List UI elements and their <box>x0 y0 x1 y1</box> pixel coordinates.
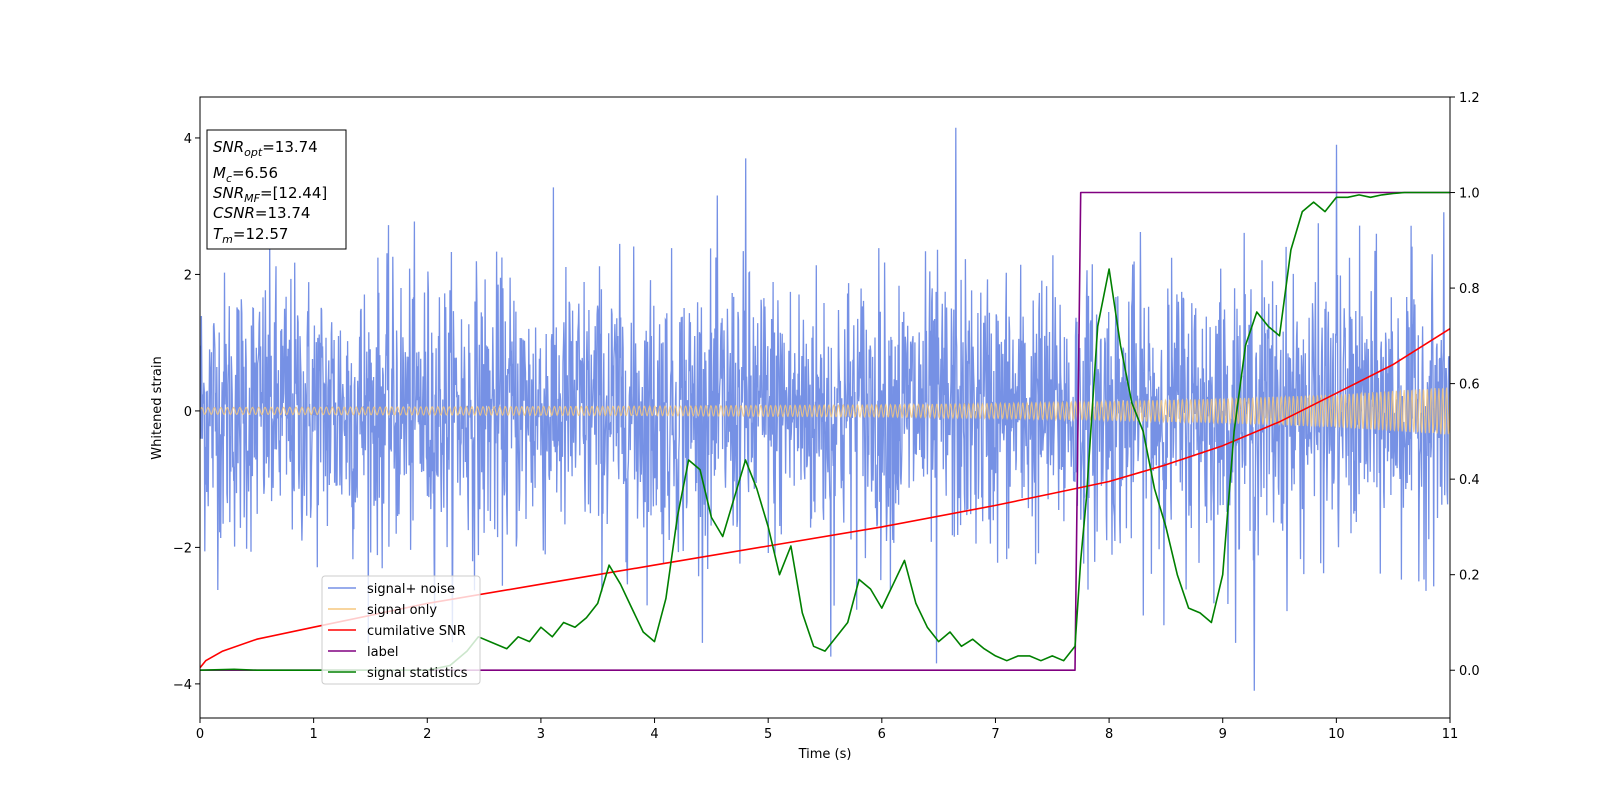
legend-label-cumulative-snr: cumilative SNR <box>367 624 466 639</box>
y-tick-label: −4 <box>173 678 192 693</box>
info-box: SNRopt=13.74 Mc=6.56 SNRMF=[12.44] CSNR=… <box>206 129 347 250</box>
x-tick-label: 1 <box>309 727 317 742</box>
x-tick-label: 8 <box>1105 727 1113 742</box>
legend-label-label: label <box>367 645 398 660</box>
x-tick-label: 0 <box>196 727 204 742</box>
series-signal-only <box>200 387 1450 435</box>
plot-frame <box>199 96 1451 719</box>
y2-tick-label: 1.2 <box>1459 91 1480 106</box>
x-tick-label: 6 <box>878 727 886 742</box>
y-tick-label: −2 <box>173 541 192 556</box>
info-mc: Mc=6.56 <box>213 164 278 185</box>
series-label <box>200 191 1450 671</box>
legend-label-signal-noise: signal+ noise <box>367 582 455 597</box>
x-tick-label: 4 <box>650 727 658 742</box>
y2-tick-label: 1.0 <box>1459 187 1480 202</box>
x-axis-label: Time (s) <box>798 747 852 762</box>
x-tick-label: 7 <box>991 727 999 742</box>
x-tick-label: 3 <box>537 727 545 742</box>
y-tick-label: 4 <box>184 132 192 147</box>
x-tick-label: 9 <box>1219 727 1227 742</box>
series-cumulative-snr <box>200 328 1450 669</box>
y2-tick-label: 0.8 <box>1459 282 1480 297</box>
x-tick-label: 11 <box>1442 727 1459 742</box>
series-signal-noise <box>200 127 1450 691</box>
x-tick-label: 5 <box>764 727 772 742</box>
info-tm: Tm=12.57 <box>213 225 288 246</box>
legend-label-signal-only: signal only <box>367 603 437 618</box>
info-box-frame <box>206 129 347 250</box>
plot-area <box>200 127 1450 691</box>
legend: signal+ noise signal only cumilative SNR… <box>321 575 481 685</box>
series-signal-statistics <box>200 191 1450 671</box>
y-tick-label: 2 <box>184 268 192 283</box>
y2-tick-label: 0.4 <box>1459 473 1480 488</box>
axes: 0 1 2 3 4 5 6 7 8 9 10 11 −4 −2 0 2 4 0.0 0.2 0.4 0.6 0.8 1.0 1… <box>173 91 1480 742</box>
info-snr-mf: SNRMF=[12.44] <box>213 184 327 205</box>
info-snr-opt: SNRopt=13.74 <box>213 138 318 159</box>
x-tick-label: 10 <box>1328 727 1345 742</box>
y-axis-label: Whitened strain <box>150 356 165 459</box>
x-tick-label: 2 <box>423 727 431 742</box>
info-csnr: CSNR=13.74 <box>213 204 310 222</box>
y-tick-label: 0 <box>184 405 192 420</box>
legend-label-signal-statistics: signal statistics <box>367 666 468 681</box>
legend-frame <box>321 575 481 685</box>
y2-tick-label: 0.0 <box>1459 664 1480 679</box>
y2-tick-label: 0.6 <box>1459 378 1480 393</box>
y2-tick-label: 0.2 <box>1459 569 1480 584</box>
